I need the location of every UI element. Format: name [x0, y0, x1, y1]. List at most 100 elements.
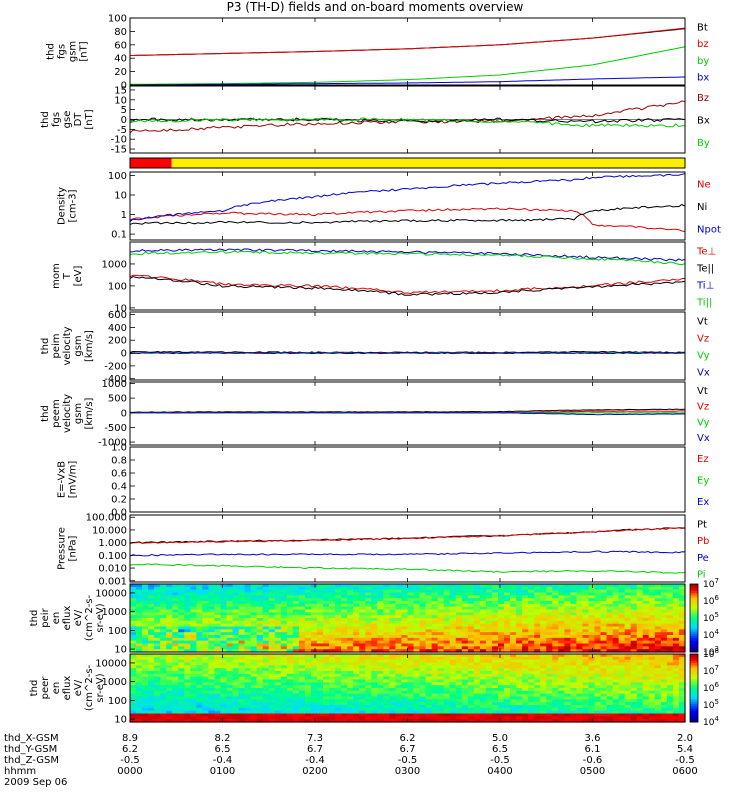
heatmap-cell: [473, 656, 481, 661]
heatmap-cell: [642, 665, 650, 669]
heatmap-cell: [485, 656, 493, 661]
heatmap-cell: [202, 710, 210, 715]
heatmap-cell: [268, 710, 276, 715]
heatmap-cell: [371, 685, 378, 689]
heatmap-cell: [552, 654, 559, 658]
heatmap-cell: [323, 595, 330, 599]
heatmap-cell: [262, 615, 270, 619]
heatmap-cell: [497, 612, 505, 616]
heatmap-cell: [220, 690, 228, 695]
heatmap-cell: [353, 623, 360, 628]
heatmap-cell: [329, 713, 336, 717]
heatmap-cell: [588, 632, 596, 636]
heatmap-cell: [630, 603, 638, 608]
heatmap-cell: [516, 646, 523, 650]
heatmap-cell: [582, 623, 590, 628]
heatmap-cell: [672, 637, 680, 642]
heatmap-cell: [534, 659, 541, 664]
heatmap-cell: [286, 603, 294, 608]
heatmap-cell: [377, 656, 384, 661]
heatmap-cell: [256, 671, 264, 675]
heatmap-cell: [347, 603, 354, 608]
heatmap-cell: [250, 632, 258, 636]
heatmap-cell: [208, 606, 216, 611]
heatmap-cell: [648, 609, 656, 613]
heatmap-cell: [564, 626, 571, 630]
y-axis-label: (cm^2-s-: [84, 664, 95, 711]
heatmap-cell: [220, 659, 228, 664]
heatmap-cell: [172, 584, 179, 588]
heatmap-cell: [401, 682, 409, 686]
heatmap-cell: [196, 673, 203, 678]
legend-by: by: [697, 56, 709, 67]
heatmap-cell: [148, 606, 155, 611]
heatmap-cell: [407, 632, 415, 636]
heatmap-cell: [383, 710, 391, 715]
heatmap-cell: [208, 702, 216, 706]
heatmap-cell: [178, 699, 185, 703]
heatmap-cell: [160, 646, 167, 650]
heatmap-cell: [172, 635, 179, 639]
heatmap-cell: [485, 601, 493, 605]
heatmap-cell: [666, 682, 674, 686]
tick-z_gsm: -0.5: [675, 755, 695, 766]
heatmap-cell: [148, 656, 155, 661]
heatmap-cell: [443, 637, 451, 642]
heatmap-cell: [491, 682, 499, 686]
heatmap-cell: [268, 649, 276, 653]
heatmap-cell: [238, 682, 246, 686]
heatmap-cell: [317, 643, 324, 647]
heatmap-cell: [232, 629, 240, 633]
heatmap-cell: [214, 640, 222, 645]
heatmap-cell: [310, 586, 318, 591]
heatmap-cell: [594, 595, 602, 599]
heatmap-cell: [208, 595, 216, 599]
heatmap-cell: [606, 586, 614, 591]
heatmap-cell: [630, 640, 638, 645]
heatmap-cell: [672, 635, 680, 639]
heatmap-cell: [564, 659, 571, 664]
heatmap-cell: [262, 586, 270, 591]
heatmap-cell: [666, 586, 674, 591]
heatmap-cell: [317, 710, 324, 715]
heatmap-cell: [280, 656, 288, 661]
y-axis-label: gsm: [73, 335, 84, 356]
heatmap-cell: [160, 710, 167, 715]
heatmap-cell: [292, 603, 300, 608]
heatmap-cell: [286, 640, 294, 645]
heatmap-cell: [226, 589, 234, 594]
heatmap-cell: [292, 643, 300, 647]
heatmap-cell: [196, 682, 203, 686]
heatmap-cell: [250, 690, 258, 695]
heatmap-cell: [582, 696, 590, 700]
heatmap-cell: [522, 659, 529, 664]
heatmap-cell: [666, 632, 674, 636]
heatmap-cell: [642, 679, 650, 683]
heatmap-cell: [516, 682, 523, 686]
heatmap-cell: [371, 688, 378, 692]
heatmap-cell: [618, 629, 626, 633]
heatmap-cell: [588, 710, 596, 715]
heatmap-cell: [371, 629, 378, 633]
heatmap-cell: [178, 623, 185, 628]
heatmap-cell: [329, 676, 336, 681]
heatmap-cell: [341, 705, 348, 709]
heatmap-cell: [479, 690, 487, 695]
heatmap-cell: [564, 682, 571, 686]
heatmap-cell: [196, 676, 203, 681]
heatmap-cell: [166, 659, 173, 664]
heatmap-cell: [528, 601, 535, 605]
heatmap-cell: [678, 603, 686, 608]
heatmap-cell: [437, 643, 445, 647]
heatmap-cell: [588, 719, 596, 723]
heatmap-cell: [612, 586, 620, 591]
heatmap-cell: [401, 589, 409, 594]
heatmap-cell: [407, 710, 415, 715]
heatmap-cell: [172, 629, 179, 633]
heatmap-cell: [576, 699, 584, 703]
heatmap-cell: [600, 676, 608, 681]
heatmap-cell: [359, 643, 366, 647]
heatmap-cell: [437, 676, 445, 681]
heatmap-cell: [401, 662, 409, 666]
heatmap-cell: [365, 589, 372, 594]
